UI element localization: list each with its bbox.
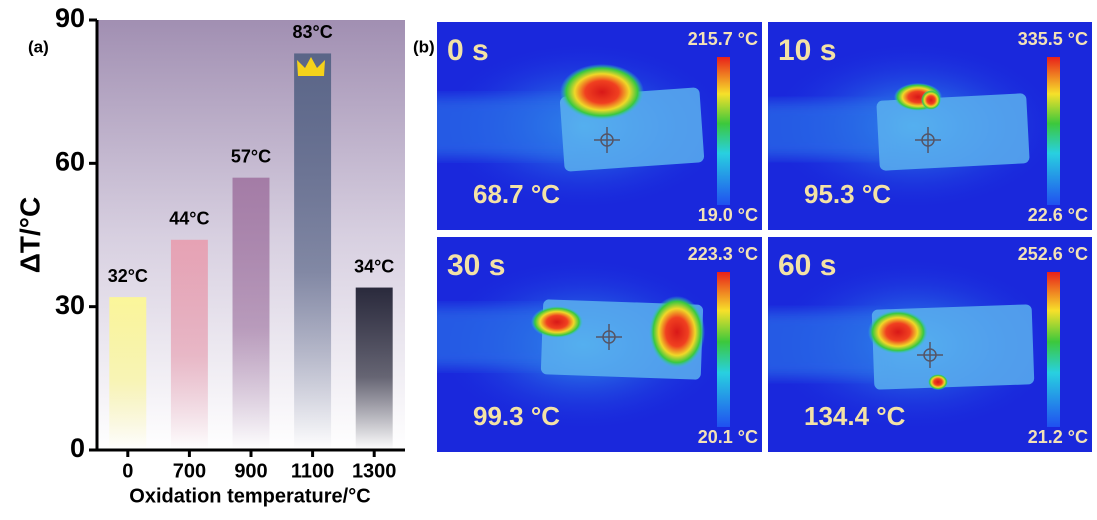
holder — [427, 97, 572, 157]
x-tick-label: 0 — [122, 460, 133, 482]
spot-temp: 99.3 °C — [473, 401, 560, 431]
bar — [233, 178, 270, 450]
max-temp: 223.3 °C — [688, 244, 758, 264]
max-temp: 335.5 °C — [1018, 29, 1088, 49]
panel-label: (a) — [28, 37, 49, 56]
x-tick-label: 900 — [234, 460, 267, 482]
max-temp: 252.6 °C — [1018, 244, 1088, 264]
thermal-image: 0 s 215.7 °C 19.0 °C 68.7 °C — [427, 22, 762, 230]
y-tick-label: 30 — [55, 290, 85, 320]
y-tick-label: 90 — [55, 3, 85, 33]
holder — [758, 102, 888, 157]
value-label: 34°C — [354, 256, 394, 276]
bar — [109, 297, 146, 450]
min-temp: 21.2 °C — [1028, 427, 1088, 447]
value-label: 83°C — [292, 22, 332, 42]
color-bar — [717, 272, 730, 427]
thermal-image: 60 s 252.6 °C 21.2 °C 134.4 °C — [758, 237, 1092, 452]
color-bar — [1047, 57, 1060, 205]
x-tick-label: 1300 — [352, 460, 397, 482]
bar — [294, 53, 331, 450]
x-axis-label: Oxidation temperature/°C — [129, 485, 370, 507]
color-bar — [1047, 272, 1060, 427]
y-tick-label: 0 — [70, 433, 85, 463]
bar — [356, 288, 393, 450]
thermal-image: 10 s 335.5 °C 22.6 °C 95.3 °C — [758, 22, 1092, 230]
hot-spot — [649, 296, 705, 368]
spot-temp: 95.3 °C — [804, 179, 891, 209]
y-tick-label: 60 — [55, 146, 85, 176]
color-bar — [717, 57, 730, 205]
max-temp: 215.7 °C — [688, 29, 758, 49]
panel-label: (b) — [413, 37, 435, 56]
thermal-image: 30 s 223.3 °C 20.1 °C 99.3 °C — [427, 237, 762, 452]
hot-spot — [921, 90, 941, 110]
value-label: 44°C — [169, 209, 209, 229]
value-label: 57°C — [231, 146, 271, 166]
hot-spot — [560, 64, 644, 120]
bar — [171, 240, 208, 450]
min-temp: 19.0 °C — [698, 205, 758, 225]
time-label: 60 s — [778, 249, 836, 282]
min-temp: 22.6 °C — [1028, 205, 1088, 225]
x-tick-label: 1100 — [291, 460, 334, 482]
hot-spot — [868, 310, 928, 354]
value-label: 32°C — [108, 266, 148, 286]
min-temp: 20.1 °C — [698, 427, 758, 447]
hot-spot — [531, 306, 583, 338]
time-label: 10 s — [778, 34, 836, 67]
figure: (a) (b) ΔT/°C Oxidation temperature/°C 0… — [0, 0, 1097, 520]
hot-spot — [928, 374, 948, 390]
spot-temp: 134.4 °C — [804, 401, 906, 431]
holder — [758, 312, 883, 377]
x-tick-label: 700 — [173, 460, 206, 482]
y-axis-label: ΔT/°C — [14, 197, 45, 273]
time-label: 30 s — [447, 249, 505, 282]
time-label: 0 s — [447, 34, 489, 67]
spot-temp: 68.7 °C — [473, 179, 560, 209]
